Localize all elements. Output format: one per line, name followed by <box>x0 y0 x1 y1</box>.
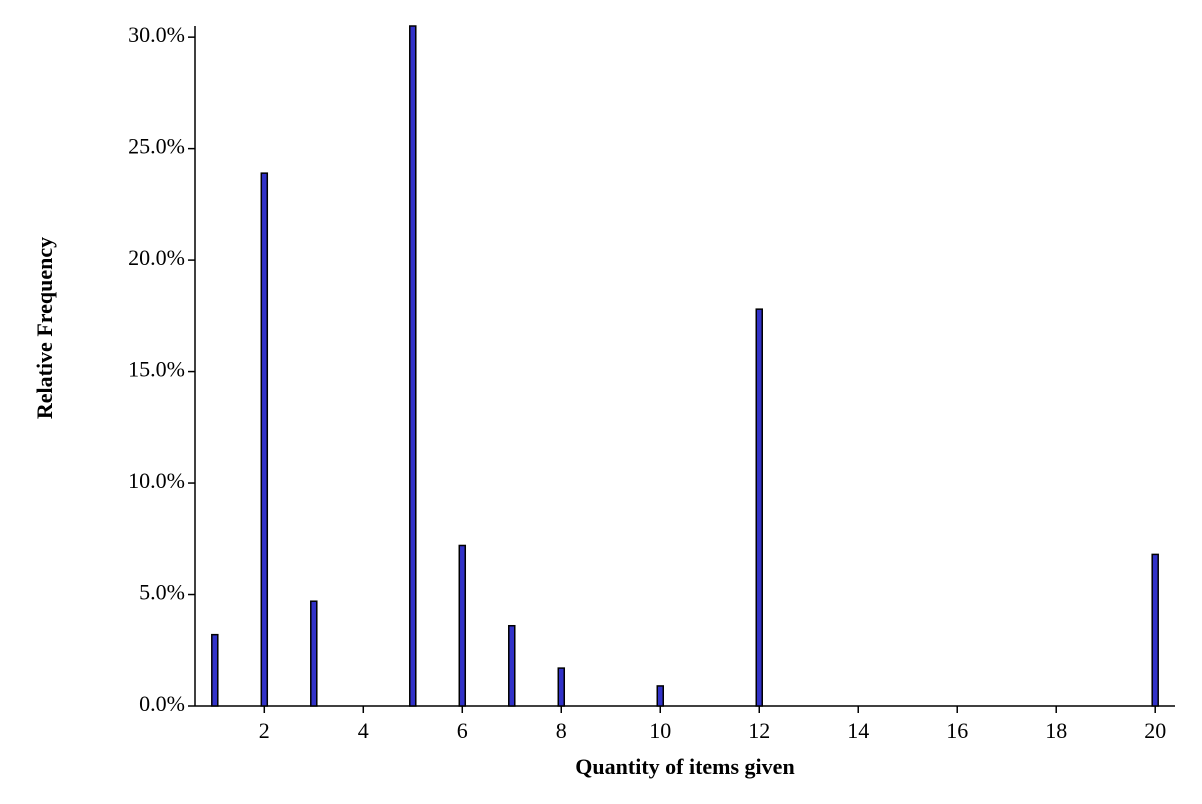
bar <box>1151 553 1159 707</box>
x-tick-label: 14 <box>847 718 869 743</box>
y-tick-label: 20.0% <box>128 245 185 270</box>
bar <box>508 624 516 707</box>
y-tick-label: 0.0% <box>139 691 185 716</box>
x-tick-label: 4 <box>358 718 369 743</box>
y-tick-label: 30.0% <box>128 22 185 47</box>
y-tick-label: 10.0% <box>128 468 185 493</box>
x-tick-label: 2 <box>259 718 270 743</box>
bar <box>211 633 219 707</box>
x-tick-label: 10 <box>649 718 671 743</box>
bar <box>409 25 417 707</box>
x-tick-label: 18 <box>1045 718 1067 743</box>
x-axis-label: Quantity of items given <box>575 754 794 779</box>
bar <box>656 685 665 707</box>
bar <box>557 667 566 707</box>
y-tick-label: 25.0% <box>128 134 185 159</box>
x-tick-label: 20 <box>1144 718 1166 743</box>
x-tick-label: 12 <box>748 718 770 743</box>
y-tick-label: 5.0% <box>139 580 185 605</box>
x-tick-label: 16 <box>946 718 968 743</box>
x-tick-label: 8 <box>556 718 567 743</box>
bar <box>458 544 467 707</box>
bar <box>260 172 269 707</box>
bar <box>310 600 318 707</box>
bar <box>755 308 763 707</box>
x-tick-label: 6 <box>457 718 468 743</box>
y-tick-label: 15.0% <box>128 357 185 382</box>
y-axis-label: Relative Frequency <box>32 237 57 419</box>
